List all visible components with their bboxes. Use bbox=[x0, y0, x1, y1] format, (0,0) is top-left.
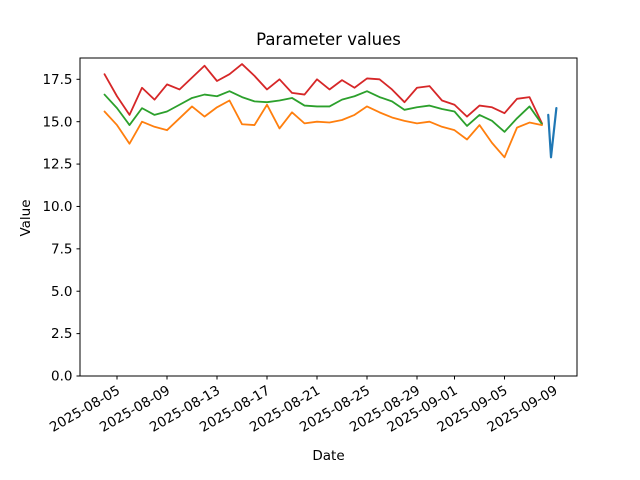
y-tick-label: 5.0 bbox=[51, 284, 72, 300]
y-axis: 0.0 2.5 5.0 7.5 10.0 12.5 15.0 17.5 bbox=[42, 72, 80, 385]
axes-box bbox=[79, 57, 578, 377]
y-tick-label: 7.5 bbox=[51, 241, 72, 257]
chart-title: Parameter values bbox=[256, 30, 401, 49]
series-orange-line bbox=[103, 99, 543, 159]
y-tick-label: 0.0 bbox=[51, 369, 72, 385]
y-axis-label: Value bbox=[18, 199, 34, 237]
y-tick-label: 12.5 bbox=[42, 157, 72, 173]
x-axis: 2025-08-052025-08-092025-08-132025-08-17… bbox=[47, 376, 561, 436]
series-blue-line bbox=[547, 107, 558, 159]
y-tick-label: 10.0 bbox=[42, 199, 72, 215]
y-tick-label: 2.5 bbox=[51, 326, 72, 342]
y-tick-label: 17.5 bbox=[42, 72, 72, 88]
series-green-line bbox=[103, 90, 543, 133]
x-axis-label: Date bbox=[312, 448, 345, 464]
y-tick-label: 15.0 bbox=[42, 114, 72, 130]
series-red-line bbox=[103, 63, 543, 125]
